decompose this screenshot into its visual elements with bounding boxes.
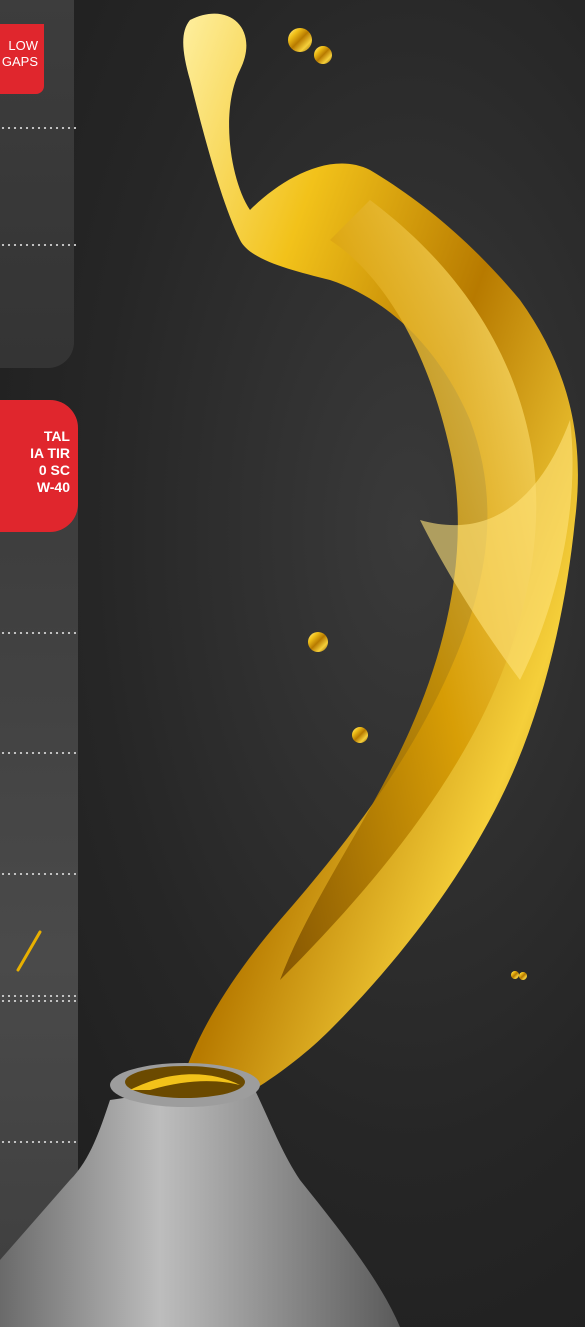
row-divider <box>0 873 76 875</box>
product-badge-line-3: 0 SC <box>38 462 70 478</box>
row-divider <box>0 1141 76 1143</box>
row-divider <box>0 632 76 634</box>
product-badge-line-4: W-40 <box>36 479 70 495</box>
row-divider <box>0 244 76 246</box>
oil-bottle <box>0 1063 400 1327</box>
top-badge: LOW GAPS <box>0 24 44 94</box>
check-icon <box>16 930 42 972</box>
product-badge-line-2: IA TIR <box>30 445 70 461</box>
product-badge-line-1: TAL <box>43 428 70 444</box>
top-badge-line-1: LOW <box>8 38 38 53</box>
row-divider <box>0 752 76 754</box>
spec-panel-bottom <box>0 400 78 1327</box>
oil-splash <box>170 13 578 1130</box>
row-divider <box>0 127 76 129</box>
top-badge-line-2: GAPS <box>1 54 38 69</box>
row-divider <box>0 1000 76 1002</box>
product-badge[interactable]: TAL IA TIR 0 SC W-40 <box>0 400 78 532</box>
row-divider <box>0 995 76 997</box>
